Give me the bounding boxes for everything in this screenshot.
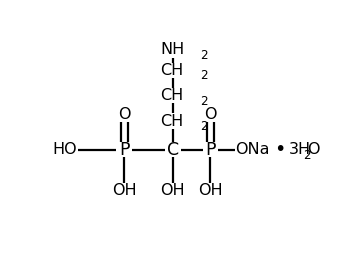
Text: •: • [274,140,286,159]
Text: 3H: 3H [288,142,311,157]
Text: CH: CH [160,114,183,129]
Text: P: P [119,141,129,159]
Text: OH: OH [160,183,185,198]
Text: 2: 2 [200,49,208,62]
Text: OH: OH [112,183,136,198]
Text: O: O [307,142,320,157]
Text: 2: 2 [304,149,311,162]
Text: OH: OH [198,183,223,198]
Text: 2: 2 [200,120,208,133]
Text: O: O [204,106,217,121]
Text: P: P [205,141,216,159]
Text: 2: 2 [200,69,208,82]
Text: NH: NH [160,43,185,58]
Text: C: C [167,141,179,159]
Text: HO: HO [52,142,77,157]
Text: ONa: ONa [235,142,269,157]
Text: O: O [118,106,130,121]
Text: 2: 2 [200,95,208,108]
Text: CH: CH [160,63,183,78]
Text: CH: CH [160,88,183,103]
